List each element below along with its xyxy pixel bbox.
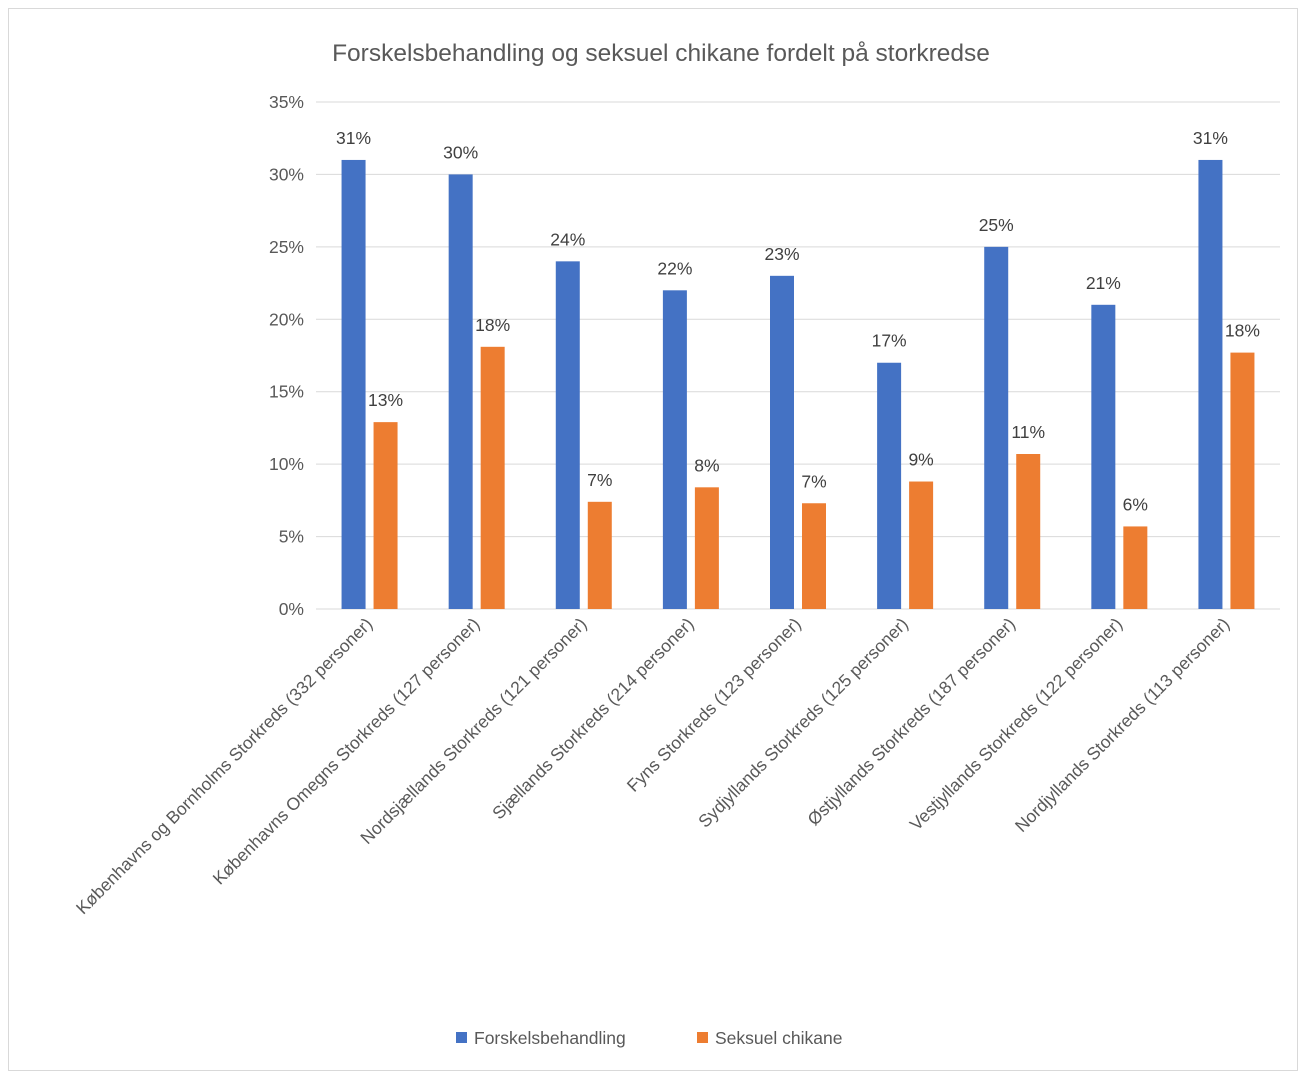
data-label: 23% <box>764 244 799 264</box>
bar-forskelsbehandling <box>555 261 580 609</box>
bar-chart: Forskelsbehandling og seksuel chikane fo… <box>72 40 1280 1048</box>
data-label: 8% <box>694 455 719 475</box>
legend: Forskelsbehandling Seksuel chikane <box>456 1028 842 1048</box>
data-label: 24% <box>550 229 585 249</box>
data-label: 7% <box>801 471 826 491</box>
x-category-label: Nordsjællands Storkreds (121 personer) <box>356 614 590 848</box>
y-tick-label: 35% <box>269 92 304 112</box>
y-axis-tick-labels: 0% 5% 10% 15% 20% 25% 30% 35% <box>269 92 304 619</box>
x-category-label: Sydjyllands Storkreds (125 personer) <box>694 614 912 832</box>
y-tick-label: 30% <box>269 164 304 184</box>
data-label: 7% <box>587 470 612 490</box>
legend-label: Seksuel chikane <box>715 1028 842 1048</box>
x-category-label: Vestjyllands Storkreds (122 personer) <box>906 614 1126 834</box>
data-label: 25% <box>979 215 1014 235</box>
data-label: 6% <box>1123 494 1148 514</box>
data-label: 30% <box>443 142 478 162</box>
data-label: 31% <box>336 128 371 148</box>
bar-seksuel-chikane <box>694 487 719 609</box>
legend-label: Forskelsbehandling <box>474 1028 626 1048</box>
bar-forskelsbehandling <box>1198 159 1223 609</box>
x-axis-category-labels: Københavns og Bornholms Storkreds (332 p… <box>72 614 1233 918</box>
data-label: 18% <box>475 315 510 335</box>
y-tick-label: 15% <box>269 382 304 402</box>
data-label: 22% <box>657 258 692 278</box>
bar-forskelsbehandling <box>877 362 902 609</box>
bar-forskelsbehandling <box>341 159 366 609</box>
bar-forskelsbehandling <box>770 275 794 609</box>
bar-seksuel-chikane <box>1016 454 1041 609</box>
y-tick-label: 0% <box>279 599 304 619</box>
data-label: 11% <box>1011 422 1045 442</box>
y-tick-label: 25% <box>269 237 304 257</box>
data-label: 17% <box>872 331 907 351</box>
x-category-label: Østjyllands Storkreds (187 personer) <box>803 614 1019 830</box>
bar-forskelsbehandling <box>662 290 687 609</box>
y-tick-label: 10% <box>269 454 304 474</box>
legend-swatch-forskelsbehandling <box>456 1032 467 1043</box>
bars <box>341 159 1255 609</box>
y-tick-label: 5% <box>279 527 304 547</box>
bar-seksuel-chikane <box>480 346 505 609</box>
data-labels: 31% 13% 30% 18% 24% 7% 22% 8% 23% 7% 17% 9% 25% 11% 21… <box>336 128 1260 514</box>
x-category-label: Fyns Storkreds (123 personer) <box>623 614 805 796</box>
bar-forskelsbehandling <box>984 246 1009 609</box>
chart-title: Forskelsbehandling og seksuel chikane fo… <box>332 40 990 67</box>
x-category-label: Sjællands Storkreds (214 personer) <box>488 614 697 823</box>
bar-seksuel-chikane <box>587 501 612 609</box>
gridlines <box>316 101 1280 610</box>
chart-frame: Forskelsbehandling og seksuel chikane fo… <box>8 8 1298 1071</box>
x-category-label: Nordjyllands Storkreds (113 personer) <box>1011 614 1233 836</box>
data-label: 18% <box>1225 321 1260 341</box>
y-tick-label: 20% <box>269 309 304 329</box>
data-label: 31% <box>1193 128 1228 148</box>
data-label: 9% <box>908 450 933 470</box>
bar-seksuel-chikane <box>1230 352 1255 609</box>
bar-seksuel-chikane <box>1123 526 1148 609</box>
legend-swatch-seksuel-chikane <box>697 1032 708 1043</box>
bar-forskelsbehandling <box>448 174 473 609</box>
bar-forskelsbehandling <box>1091 304 1116 609</box>
bar-seksuel-chikane <box>909 481 934 609</box>
bar-seksuel-chikane <box>802 503 826 609</box>
data-label: 21% <box>1086 273 1121 293</box>
bar-seksuel-chikane <box>373 422 398 609</box>
data-label: 13% <box>368 390 403 410</box>
